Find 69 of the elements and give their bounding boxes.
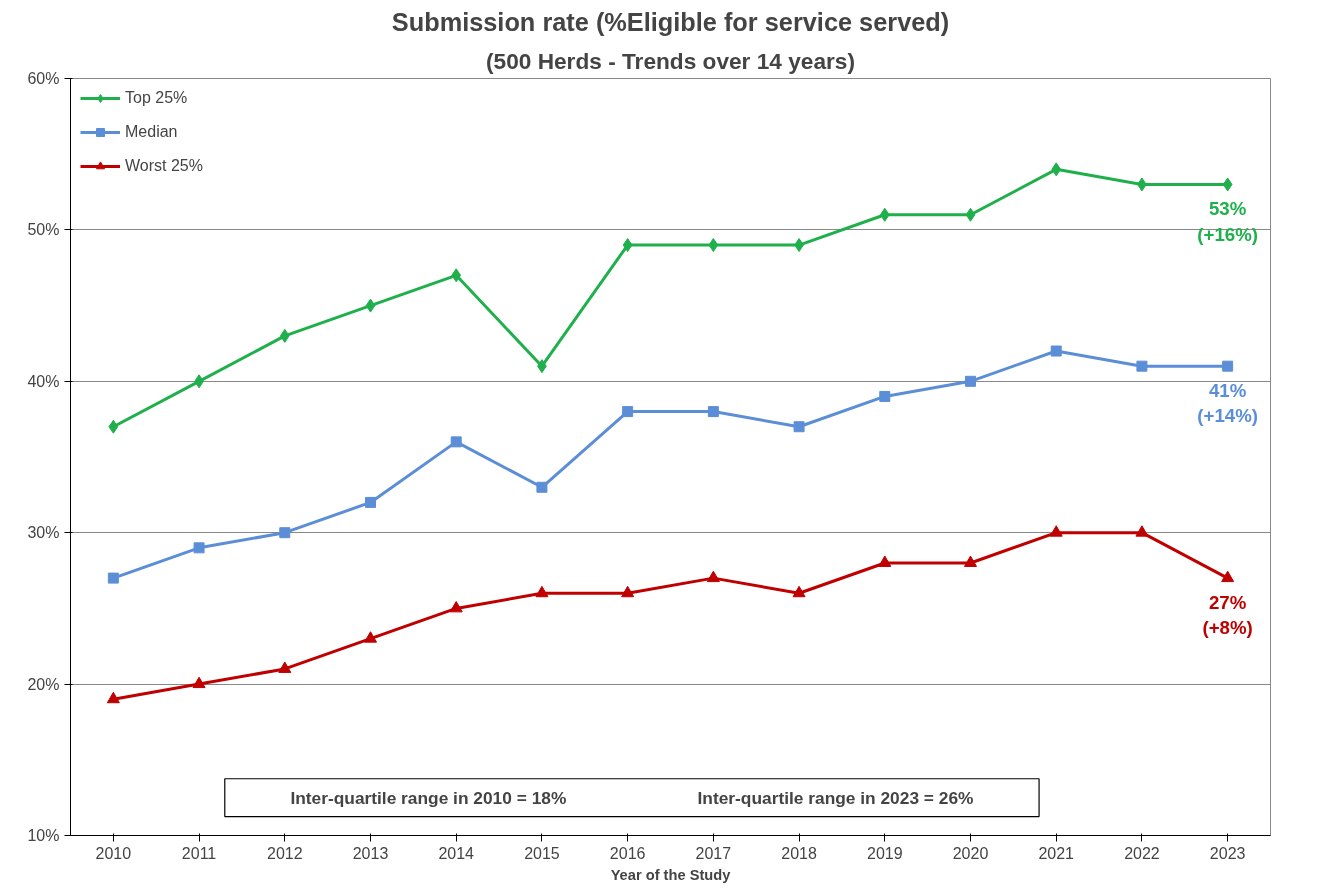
- point: [1222, 177, 1233, 192]
- point: [451, 268, 462, 283]
- x-tick-label: 2019: [866, 844, 903, 862]
- point: [964, 555, 977, 567]
- point: [1221, 570, 1235, 583]
- point: [1051, 162, 1062, 177]
- x-tick-label: 2012: [266, 844, 303, 862]
- point: [707, 406, 719, 418]
- y-tick-label: 30%: [27, 524, 60, 542]
- x-tick-label: 2016: [609, 844, 646, 862]
- point: [878, 555, 892, 567]
- point: [622, 406, 634, 418]
- x-tick-label: 2017: [695, 844, 732, 862]
- x-tick-label: 2011: [181, 844, 217, 862]
- point: [279, 527, 291, 539]
- point: [365, 298, 376, 313]
- y-tick-label: 20%: [27, 675, 60, 693]
- point: [621, 585, 635, 598]
- point: [879, 207, 890, 222]
- legend-label: Worst 25%: [125, 157, 203, 175]
- x-tick-label: 2022: [1124, 844, 1160, 862]
- point: [1222, 360, 1234, 372]
- x-tick-label: 2010: [95, 844, 132, 862]
- point: [965, 375, 976, 387]
- point: [793, 421, 805, 433]
- chart-subtitle: (500 Herds - Trends over 14 years): [486, 47, 855, 74]
- x-tick-label: 2021: [1038, 844, 1075, 862]
- x-tick-label: 2013: [352, 844, 389, 862]
- point: [278, 661, 292, 673]
- x-tick-label: 2020: [952, 844, 989, 862]
- annotation: 41% (+14%): [1197, 380, 1258, 427]
- point: [1136, 360, 1148, 372]
- y-tick-label: 10%: [27, 827, 60, 844]
- point: [365, 496, 376, 508]
- point: [364, 631, 377, 643]
- point: [965, 207, 976, 222]
- point: [108, 419, 119, 434]
- y-tick-label: 40%: [27, 372, 60, 390]
- x-tick-label: 2018: [781, 844, 817, 862]
- point: [449, 600, 463, 613]
- x-axis-title: Year of the Study: [610, 866, 732, 883]
- x-tick-label: 2014: [438, 844, 475, 862]
- point: [879, 390, 891, 402]
- point: [450, 436, 462, 448]
- point: [279, 328, 290, 343]
- legend-label: Median: [125, 123, 178, 141]
- chart-title: Submission rate (%Eligible for service served): [391, 7, 950, 36]
- point: [1050, 345, 1062, 357]
- point: [535, 585, 549, 598]
- annotation: Inter-quartile range in 2023 = 26%: [697, 787, 974, 808]
- point: [792, 585, 806, 598]
- point: [706, 570, 720, 583]
- annotation: Inter-quartile range in 2010 = 18%: [290, 787, 567, 808]
- point: [107, 572, 119, 584]
- point: [192, 676, 206, 689]
- point: [1049, 525, 1063, 537]
- legend-label: Top 25%: [125, 89, 188, 107]
- point: [193, 542, 205, 554]
- annotation: 53% (+16%): [1197, 198, 1258, 245]
- y-tick-label: 50%: [27, 221, 60, 239]
- x-tick-label: 2023: [1209, 844, 1246, 862]
- annotation: 27% (+8%): [1202, 592, 1253, 639]
- point: [622, 238, 633, 253]
- point: [1135, 525, 1149, 537]
- point: [106, 691, 120, 704]
- y-tick-label: 60%: [27, 70, 60, 87]
- point: [708, 238, 719, 253]
- x-tick-label: 2015: [524, 844, 560, 862]
- point: [536, 481, 548, 493]
